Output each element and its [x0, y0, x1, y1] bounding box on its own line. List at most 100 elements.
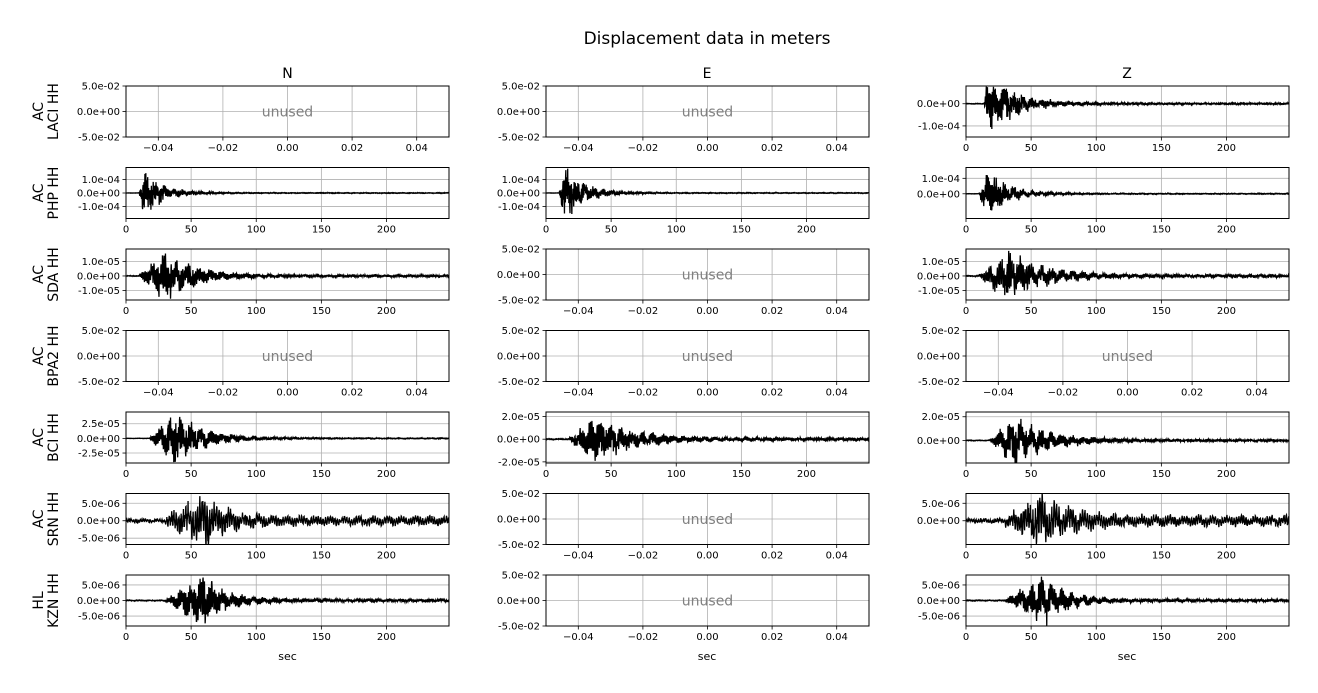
axes-frame — [125, 248, 450, 301]
y-tick-label: 0.0e+00 — [497, 107, 540, 118]
x-tick-label: 200 — [1217, 469, 1236, 480]
x-tick-label: 50 — [1025, 306, 1038, 317]
y-tick-label: 5.0e-06 — [922, 580, 960, 591]
x-tick-label: 50 — [1025, 225, 1038, 236]
y-tick-label: 0.0e+00 — [497, 352, 540, 363]
y-tick-label: 0.0e+00 — [77, 516, 120, 527]
x-tick-label: 150 — [1152, 551, 1171, 562]
station-code-label: LACI HH — [46, 83, 62, 140]
subplot-bpa2-hh-n: unused −0.04 −0.02 0.00 0.02 0.04 5.0e-02 0.0e+… — [77, 326, 450, 399]
y-tick-label: -5.0e-06 — [78, 534, 120, 545]
column-title-n: N — [282, 66, 292, 82]
x-tick-label: 50 — [1025, 469, 1038, 480]
waveform-line — [966, 418, 1289, 463]
subplot-bci-hh-e: 0 50 100 150 200 2.0e-05 0.0e+00 -2.0e-05 — [497, 411, 870, 480]
subplot-php-hh-n: 0 50 100 150 200 1.0e-04 0.0e+00 -1.0e-04 — [77, 167, 450, 236]
y-tick-label: 5.0e-06 — [82, 499, 120, 510]
waveform-line — [126, 253, 449, 299]
x-tick-label: 0 — [963, 225, 969, 236]
unused-label: unused — [682, 594, 733, 610]
x-tick-label: 0 — [963, 143, 969, 154]
y-tick-label: 1.0e-04 — [922, 174, 960, 185]
x-tick-label: 0.04 — [826, 632, 848, 643]
x-tick-label: 200 — [1217, 632, 1236, 643]
x-tick-label: 0 — [963, 306, 969, 317]
x-tick-label: 50 — [185, 225, 198, 236]
axes-frame — [545, 411, 870, 464]
unused-label: unused — [262, 349, 313, 365]
x-tick-label: 150 — [732, 469, 751, 480]
y-tick-label: 5.0e-06 — [82, 580, 120, 591]
unused-label: unused — [1102, 349, 1153, 365]
figure-title: Displacement data in meters — [584, 29, 831, 49]
x-tick-label: −0.04 — [563, 388, 594, 399]
y-tick-label: 1.0e-04 — [502, 175, 540, 186]
x-tick-label: 100 — [1087, 469, 1106, 480]
y-tick-label: 0.0e+00 — [917, 189, 960, 200]
x-tick-label: 100 — [1087, 632, 1106, 643]
y-tick-label: 5.0e-02 — [502, 82, 540, 93]
x-tick-label: 0.00 — [696, 388, 718, 399]
y-tick-label: 0.0e+00 — [497, 270, 540, 281]
x-tick-label: 200 — [797, 225, 816, 236]
column-title-z: Z — [1122, 66, 1132, 82]
x-tick-label: 100 — [667, 469, 686, 480]
y-tick-label: 5.0e-02 — [502, 489, 540, 500]
x-tick-label: −0.02 — [628, 143, 659, 154]
x-tick-label: 0 — [123, 469, 129, 480]
x-tick-label: −0.02 — [628, 632, 659, 643]
x-tick-label: 0.02 — [761, 306, 783, 317]
x-tick-label: 50 — [185, 551, 198, 562]
x-tick-label: 100 — [1087, 143, 1106, 154]
x-tick-label: −0.02 — [628, 306, 659, 317]
y-tick-label: 2.0e-05 — [922, 412, 960, 423]
y-tick-label: 5.0e-02 — [82, 326, 120, 337]
y-tick-label: -5.0e-02 — [78, 133, 120, 144]
x-tick-label: −0.04 — [143, 143, 174, 154]
y-tick-label: -1.0e-04 — [498, 202, 540, 213]
x-tick-label: −0.04 — [563, 143, 594, 154]
subplot-laci-hh-z: 0 50 100 150 200 0.0e+00 -1.0e-04 — [917, 85, 1290, 154]
x-tick-label: 100 — [1087, 551, 1106, 562]
y-tick-label: 0.0e+00 — [77, 271, 120, 282]
y-tick-label: 0.0e+00 — [77, 189, 120, 200]
waveform-line — [966, 86, 1289, 130]
waveform-line — [546, 420, 869, 461]
x-tick-label: 200 — [797, 469, 816, 480]
y-tick-label: -2.0e-05 — [498, 457, 540, 468]
x-tick-label: 0.00 — [696, 632, 718, 643]
station-network-label: HL — [31, 591, 47, 610]
station-network-label: AC — [31, 428, 47, 447]
x-tick-label: 100 — [1087, 225, 1106, 236]
x-tick-label: 0 — [963, 469, 969, 480]
x-axis-label-e: sec — [698, 650, 717, 663]
subplot-bci-hh-n: 0 50 100 150 200 2.5e-05 0.0e+00 -2.5e-05 — [77, 411, 450, 480]
x-tick-label: 50 — [605, 225, 618, 236]
unused-label: unused — [682, 105, 733, 121]
x-tick-label: 0.04 — [406, 388, 428, 399]
y-tick-label: 5.0e-02 — [502, 245, 540, 256]
x-tick-label: 0 — [123, 225, 129, 236]
y-tick-label: -2.5e-05 — [78, 449, 120, 460]
y-tick-label: 5.0e-02 — [922, 326, 960, 337]
station-code-label: SRN HH — [46, 492, 62, 547]
y-tick-label: 1.0e-05 — [922, 257, 960, 268]
y-tick-label: -1.0e-04 — [78, 202, 120, 213]
x-tick-label: 0.00 — [276, 388, 298, 399]
unused-label: unused — [682, 512, 733, 528]
y-tick-label: 0.0e+00 — [917, 352, 960, 363]
x-tick-label: 0.04 — [826, 551, 848, 562]
x-axis-label-z: sec — [1118, 650, 1137, 663]
x-tick-label: 150 — [312, 632, 331, 643]
station-network-label: AC — [31, 102, 47, 121]
x-tick-label: 0.00 — [276, 143, 298, 154]
y-tick-label: 0.0e+00 — [77, 107, 120, 118]
subplot-sda-hh-e: unused −0.04 −0.02 0.00 0.02 0.04 5.0e-02 0.0e+… — [497, 245, 870, 317]
subplot-sda-hh-n: 0 50 100 150 200 1.0e-05 0.0e+00 -1.0e-05 — [77, 248, 450, 317]
x-tick-label: 50 — [185, 469, 198, 480]
y-tick-label: 5.0e-02 — [502, 571, 540, 582]
y-tick-label: -5.0e-06 — [918, 612, 960, 623]
y-tick-label: 2.5e-05 — [82, 419, 120, 430]
x-tick-label: 150 — [1152, 225, 1171, 236]
